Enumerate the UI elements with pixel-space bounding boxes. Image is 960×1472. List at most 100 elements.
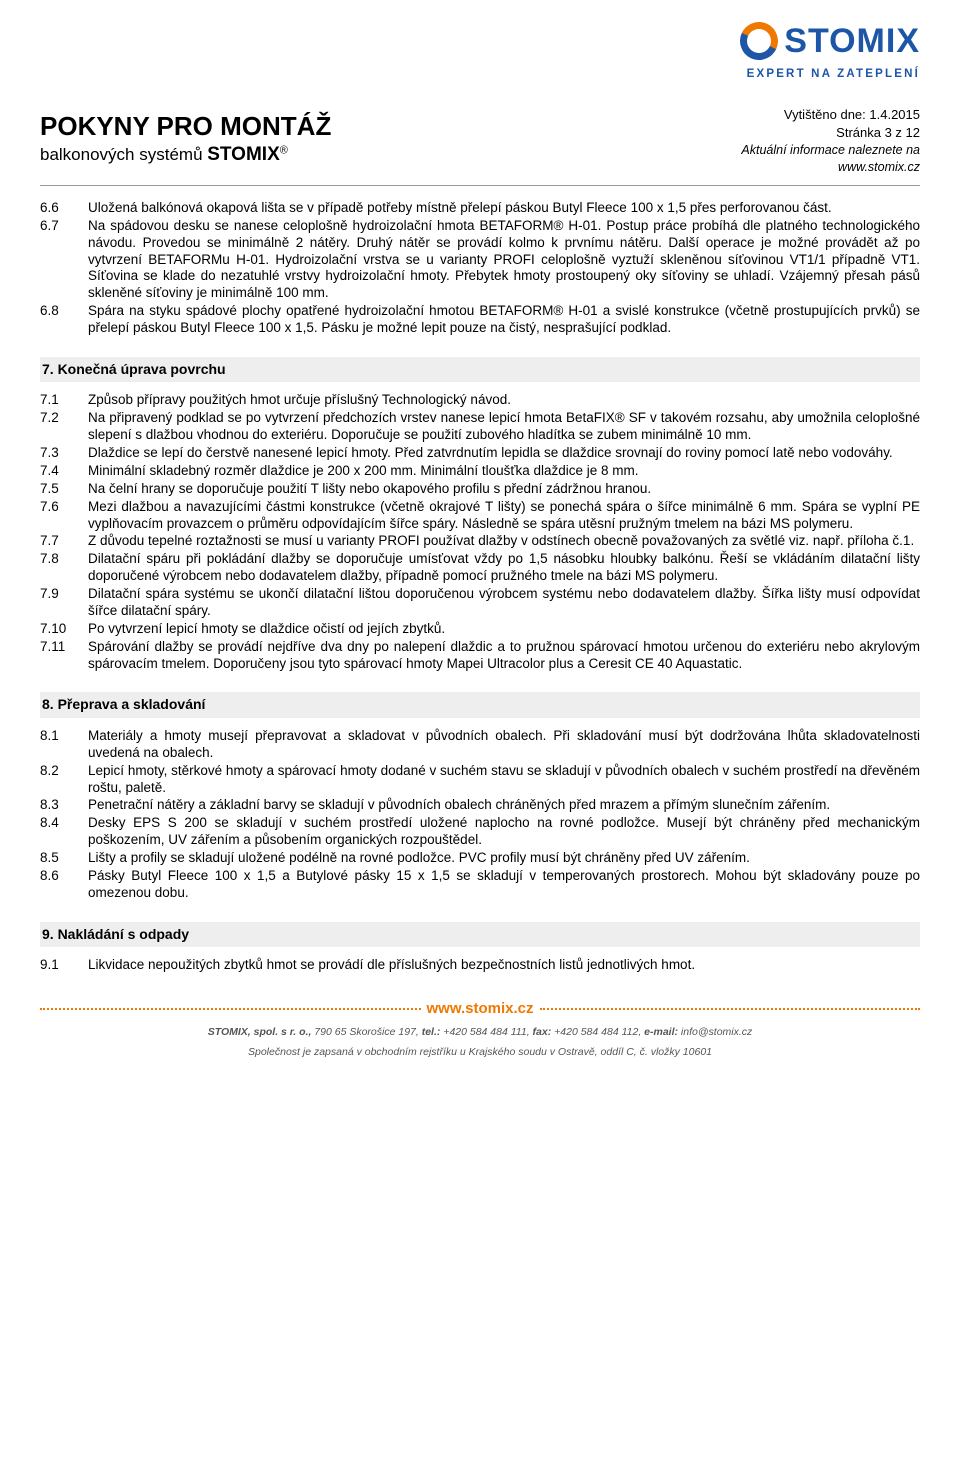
item-text: Z důvodu tepelné roztažnosti se musí u v… (88, 533, 920, 550)
footer-dotted-line: www.stomix.cz (40, 1000, 920, 1019)
section-7-list: 7.1Způsob přípravy použitých hmot určuje… (40, 392, 920, 672)
item-number: 9.1 (40, 957, 88, 974)
list-item: 8.5Lišty a profily se skladují uložené p… (40, 850, 920, 867)
logo-block: STOMIX EXPERT NA ZATEPLENÍ Vytištěno dne… (740, 20, 920, 177)
footer-fax-label: fax: (533, 1026, 552, 1038)
subtitle: balkonových systémů STOMIX® (40, 143, 331, 167)
item-text: Dilatační spára systému se ukončí dilata… (88, 586, 920, 620)
item-text: Dlaždice se lepí do čerstvě nanesené lep… (88, 445, 920, 462)
section-6-continuation: 6.6 Uložená balkónová okapová lišta se v… (40, 200, 920, 337)
item-text: Pásky Butyl Fleece 100 x 1,5 a Butylové … (88, 868, 920, 902)
info-url: www.stomix.cz (740, 159, 920, 177)
footer-company: STOMIX, spol. s r. o., (208, 1026, 312, 1038)
dots-right (540, 1008, 921, 1010)
footer-fax: +420 584 484 112, (551, 1026, 644, 1038)
item-text: Minimální skladebný rozměr dlaždice je 2… (88, 463, 920, 480)
item-number: 7.11 (40, 639, 88, 673)
item-number: 8.6 (40, 868, 88, 902)
list-item: 6.7 Na spádovou desku se nanese celoploš… (40, 218, 920, 302)
item-number: 7.10 (40, 621, 88, 638)
page-footer: www.stomix.cz STOMIX, spol. s r. o., 790… (40, 1000, 920, 1059)
item-text: Spára na styku spádové plochy opatřené h… (88, 303, 920, 337)
list-item: 7.7Z důvodu tepelné roztažnosti se musí … (40, 533, 920, 550)
item-text: Desky EPS S 200 se skladují v suchém pro… (88, 815, 920, 849)
logo-ring-icon (735, 17, 784, 66)
item-text: Na čelní hrany se doporučuje použití T l… (88, 481, 920, 498)
item-text: Na připravený podklad se po vytvrzení př… (88, 410, 920, 444)
list-item: 7.11Spárování dlažby se provádí nejdříve… (40, 639, 920, 673)
item-number: 6.8 (40, 303, 88, 337)
item-number: 6.6 (40, 200, 88, 217)
company-logo: STOMIX (740, 20, 920, 63)
list-item: 6.6 Uložená balkónová okapová lišta se v… (40, 200, 920, 217)
item-text: Spárování dlažby se provádí nejdříve dva… (88, 639, 920, 673)
item-number: 7.6 (40, 499, 88, 533)
footer-company-line: STOMIX, spol. s r. o., 790 65 Skorošice … (40, 1025, 920, 1039)
item-number: 8.2 (40, 763, 88, 797)
footer-tel-label: tel.: (422, 1026, 441, 1038)
footer-url: www.stomix.cz (427, 1000, 534, 1019)
list-item: 8.6Pásky Butyl Fleece 100 x 1,5 a Butylo… (40, 868, 920, 902)
list-item: 8.1Materiály a hmoty musejí přepravovat … (40, 728, 920, 762)
item-text: Způsob přípravy použitých hmot určuje př… (88, 392, 920, 409)
item-number: 7.5 (40, 481, 88, 498)
item-number: 7.3 (40, 445, 88, 462)
section-8-heading: 8. Přeprava a skladování (40, 692, 920, 718)
section-8-list: 8.1Materiály a hmoty musejí přepravovat … (40, 728, 920, 902)
subtitle-brand: STOMIX (207, 144, 280, 165)
section-9-list: 9.1Likvidace nepoužitých zbytků hmot se … (40, 957, 920, 974)
logo-text: STOMIX (784, 20, 920, 63)
item-number: 8.1 (40, 728, 88, 762)
list-item: 8.3Penetrační nátěry a základní barvy se… (40, 797, 920, 814)
list-item: 7.6Mezi dlažbou a navazujícími částmi ko… (40, 499, 920, 533)
item-text: Po vytvrzení lepicí hmoty se dlaždice oč… (88, 621, 920, 638)
list-item: 7.10Po vytvrzení lepicí hmoty se dlaždic… (40, 621, 920, 638)
item-text: Mezi dlažbou a navazujícími částmi konst… (88, 499, 920, 533)
list-item: 6.8 Spára na styku spádové plochy opatře… (40, 303, 920, 337)
item-number: 7.7 (40, 533, 88, 550)
page-number: Stránka 3 z 12 (740, 124, 920, 142)
item-text: Uložená balkónová okapová lišta se v pří… (88, 200, 920, 217)
info-prefix: Aktuální informace naleznete na (740, 142, 920, 160)
item-text: Na spádovou desku se nanese celoplošně h… (88, 218, 920, 302)
dots-left (40, 1008, 421, 1010)
item-text: Likvidace nepoužitých zbytků hmot se pro… (88, 957, 920, 974)
footer-tel: +420 584 484 111, (440, 1026, 532, 1038)
item-number: 7.4 (40, 463, 88, 480)
header-divider (40, 185, 920, 186)
item-text: Materiály a hmoty musejí přepravovat a s… (88, 728, 920, 762)
main-title: POKYNY PRO MONTÁŽ (40, 110, 331, 143)
list-item: 7.5Na čelní hrany se doporučuje použití … (40, 481, 920, 498)
footer-address: 790 65 Skorošice 197, (311, 1026, 421, 1038)
item-number: 7.2 (40, 410, 88, 444)
section-9-heading: 9. Nakládání s odpady (40, 922, 920, 948)
section-7-heading: 7. Konečná úprava povrchu (40, 357, 920, 383)
print-date: Vytištěno dne: 1.4.2015 (740, 106, 920, 124)
footer-email: info@stomix.cz (678, 1026, 752, 1038)
list-item: 7.9Dilatační spára systému se ukončí dil… (40, 586, 920, 620)
item-text: Dilatační spáru při pokládání dlažby se … (88, 551, 920, 585)
list-item: 7.4Minimální skladebný rozměr dlaždice j… (40, 463, 920, 480)
list-item: 7.1Způsob přípravy použitých hmot určuje… (40, 392, 920, 409)
item-number: 8.5 (40, 850, 88, 867)
title-block: POKYNY PRO MONTÁŽ balkonových systémů ST… (40, 20, 331, 166)
item-number: 7.8 (40, 551, 88, 585)
item-number: 8.3 (40, 797, 88, 814)
list-item: 9.1Likvidace nepoužitých zbytků hmot se … (40, 957, 920, 974)
item-number: 8.4 (40, 815, 88, 849)
footer-registration: Společnost je zapsaná v obchodním rejstř… (40, 1045, 920, 1059)
list-item: 8.2Lepicí hmoty, stěrkové hmoty a spárov… (40, 763, 920, 797)
logo-tagline: EXPERT NA ZATEPLENÍ (740, 67, 920, 81)
item-number: 6.7 (40, 218, 88, 302)
subtitle-prefix: balkonových systémů (40, 145, 207, 164)
item-text: Lepicí hmoty, stěrkové hmoty a spárovací… (88, 763, 920, 797)
registered-mark: ® (280, 144, 288, 156)
item-text: Penetrační nátěry a základní barvy se sk… (88, 797, 920, 814)
item-number: 7.1 (40, 392, 88, 409)
list-item: 7.8Dilatační spáru při pokládání dlažby … (40, 551, 920, 585)
header-meta: Vytištěno dne: 1.4.2015 Stránka 3 z 12 A… (740, 106, 920, 177)
document-header: POKYNY PRO MONTÁŽ balkonových systémů ST… (40, 20, 920, 177)
footer-email-label: e-mail: (644, 1026, 678, 1038)
list-item: 7.3Dlaždice se lepí do čerstvě nanesené … (40, 445, 920, 462)
list-item: 7.2Na připravený podklad se po vytvrzení… (40, 410, 920, 444)
